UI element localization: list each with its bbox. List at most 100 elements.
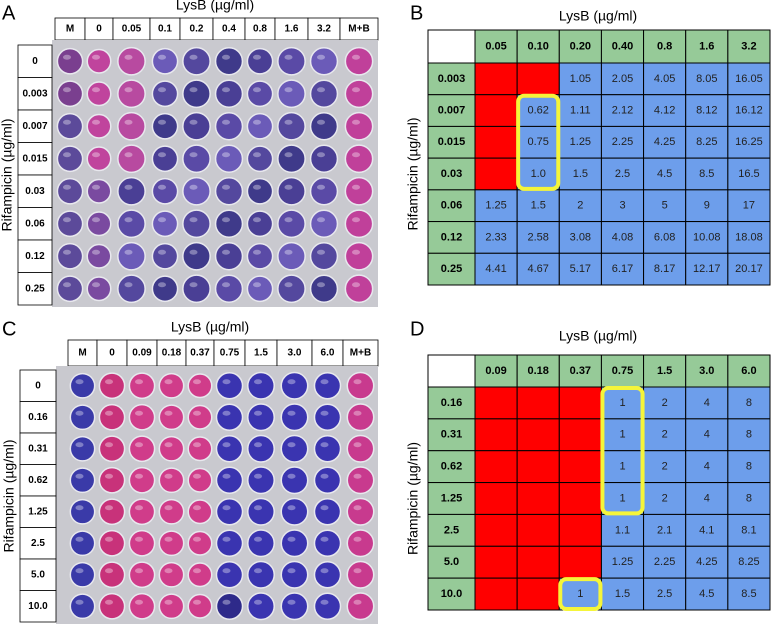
corner-cell xyxy=(427,354,476,388)
column-label: 6.0 xyxy=(741,365,756,377)
row-label: 0 xyxy=(32,56,38,67)
row-label: 10.0 xyxy=(441,588,462,600)
well-shine xyxy=(320,505,329,511)
well-shine xyxy=(222,599,231,605)
well-shine xyxy=(317,282,325,288)
well-shine xyxy=(222,505,231,511)
row-label-cell xyxy=(19,558,57,591)
well xyxy=(158,530,185,557)
well xyxy=(128,592,156,620)
well-shine xyxy=(222,473,231,479)
table-cell xyxy=(727,577,771,611)
well xyxy=(309,274,339,303)
table-cell xyxy=(600,252,645,286)
well xyxy=(313,497,342,526)
well xyxy=(117,209,146,239)
well-shine xyxy=(105,536,113,542)
well-shine xyxy=(124,184,133,190)
well xyxy=(187,530,213,556)
well xyxy=(277,46,306,76)
cell-value: 16.5 xyxy=(738,168,759,180)
header-cell xyxy=(558,354,602,388)
well-shine xyxy=(75,379,84,385)
row-label: 0.007 xyxy=(22,121,47,132)
well xyxy=(277,176,306,206)
cell-value: 1.25 xyxy=(570,136,591,148)
column-label: 0 xyxy=(109,348,115,359)
row-label: 0.003 xyxy=(438,73,466,85)
x-axis-title: LysB (µg/ml) xyxy=(559,8,637,24)
x-axis-title: LysB (µg/ml) xyxy=(176,0,254,13)
well-shine xyxy=(253,152,261,158)
cell-value: 1 xyxy=(577,588,583,600)
row-header-cell xyxy=(427,418,476,452)
column-label: 1.5 xyxy=(254,348,268,359)
well xyxy=(247,403,275,432)
well-shine xyxy=(75,536,84,542)
cell-value: 1.5 xyxy=(615,588,630,600)
well xyxy=(346,403,375,432)
cell-value: 4.5 xyxy=(657,168,672,180)
table-cell xyxy=(643,252,687,286)
well xyxy=(98,561,126,589)
well-shine xyxy=(222,379,231,385)
well-shine xyxy=(253,87,261,93)
well-shine xyxy=(253,184,261,190)
well-shine xyxy=(189,87,198,93)
well xyxy=(215,497,244,526)
table-cell xyxy=(516,545,560,579)
header-cell xyxy=(727,29,771,64)
well-shine xyxy=(75,505,84,511)
cell-value: 2.5 xyxy=(657,588,672,600)
well-shine xyxy=(253,54,261,60)
well-shine xyxy=(352,184,360,190)
well xyxy=(187,404,213,430)
cell-value: 1.1 xyxy=(615,524,630,536)
table-cell xyxy=(600,513,645,547)
cell-value: 2.12 xyxy=(612,104,633,116)
well xyxy=(277,144,306,174)
row-label-cell xyxy=(19,401,57,434)
column-label: 1.5 xyxy=(657,365,672,377)
table-cell xyxy=(643,125,687,159)
well xyxy=(151,210,179,238)
well xyxy=(117,274,146,304)
column-label: M xyxy=(78,348,86,359)
column-label: 3.0 xyxy=(699,365,714,377)
row-label: 2.5 xyxy=(31,538,45,549)
table-cell xyxy=(685,577,729,611)
well-shine xyxy=(189,249,198,255)
well-shine xyxy=(222,217,230,223)
row-header-cell xyxy=(427,577,476,611)
row-label: 0.62 xyxy=(441,461,462,473)
well xyxy=(346,466,375,495)
well-shine xyxy=(135,536,143,542)
table-cell xyxy=(727,252,771,286)
well xyxy=(117,111,146,141)
column-label: 0.4 xyxy=(222,24,236,35)
well-shine xyxy=(158,87,166,93)
well xyxy=(182,241,211,271)
table-cell xyxy=(643,221,687,254)
cell-value: 8.1 xyxy=(741,524,756,536)
well xyxy=(151,80,179,108)
well-shine xyxy=(75,473,84,479)
x-axis-title: LysB (µg/ml) xyxy=(171,319,249,335)
well-shine xyxy=(75,442,84,448)
well-shine xyxy=(320,536,329,542)
header-cell xyxy=(643,29,687,64)
well xyxy=(344,176,374,206)
well-shine xyxy=(222,410,231,416)
well-shine xyxy=(254,442,262,448)
well-shine xyxy=(352,217,360,223)
cell-value: 12.17 xyxy=(693,263,721,275)
well-shine xyxy=(189,54,198,60)
well-shine xyxy=(287,473,296,479)
cell-value: 2.33 xyxy=(485,231,506,243)
well xyxy=(182,209,211,239)
well-shine xyxy=(253,217,261,223)
well-shine xyxy=(353,599,362,605)
x-axis-title: LysB (µg/ml) xyxy=(559,328,637,344)
well xyxy=(247,560,275,589)
